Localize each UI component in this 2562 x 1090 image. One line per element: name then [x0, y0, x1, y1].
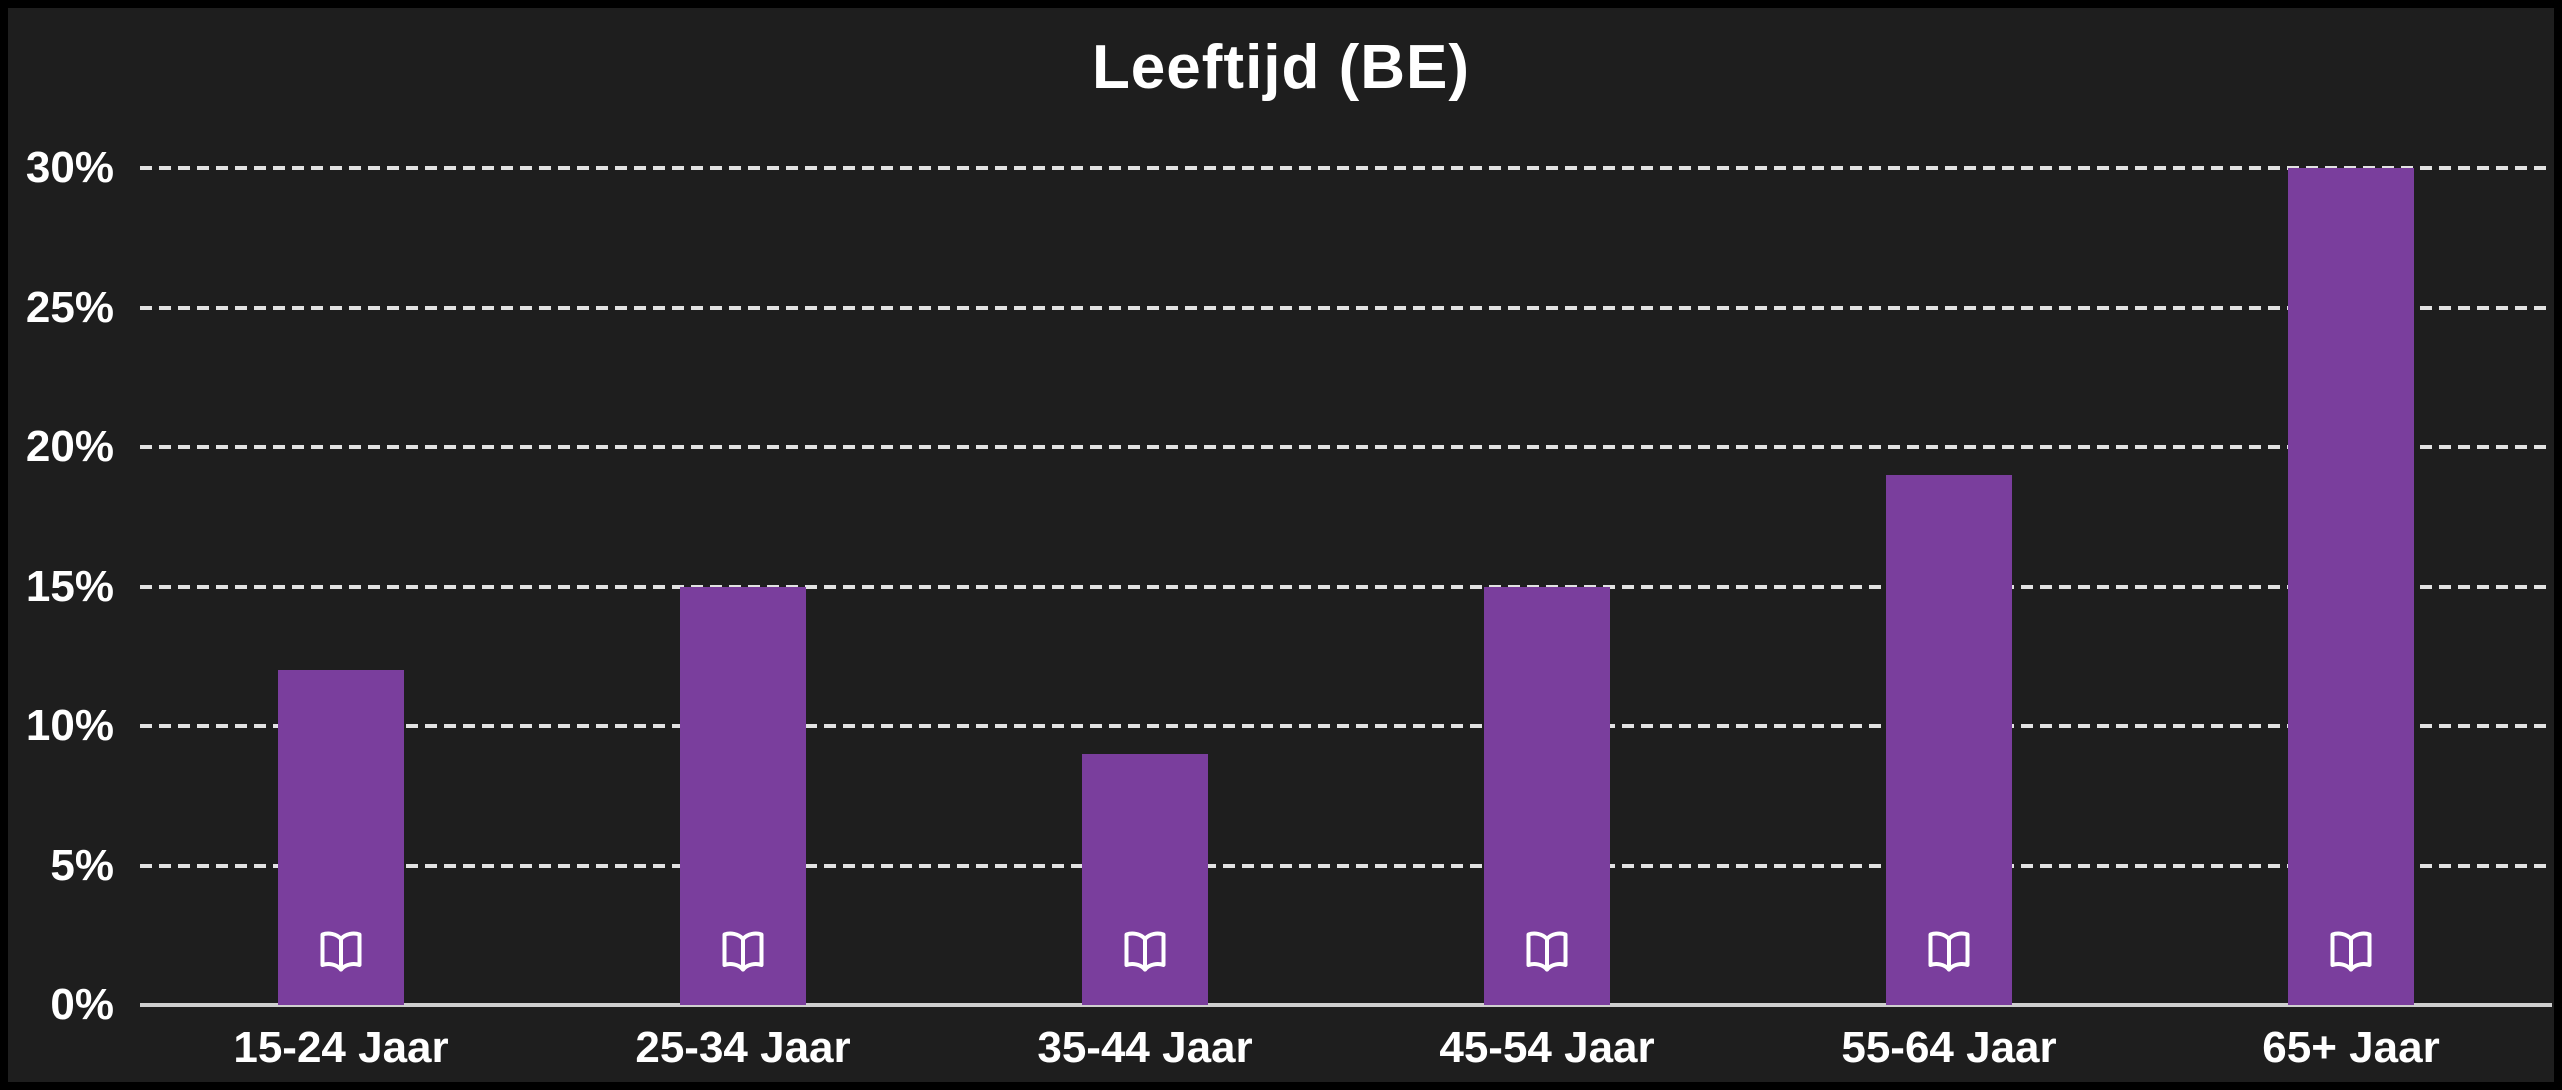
gridline-15 — [140, 584, 2552, 589]
gridline-20 — [140, 445, 2552, 449]
x-axis-label: 55-64 Jaar — [1841, 1023, 2057, 1072]
bar-55-64-jaar — [1886, 474, 2012, 1005]
y-axis-tick-label: 20% — [25, 422, 114, 471]
open-book-icon — [320, 931, 362, 972]
chart-canvas: Leeftijd (BE) 0% 5% 10% 15% 20% 25% 30% 15-24 J… — [8, 8, 2554, 1082]
y-axis-tick-label: 25% — [25, 282, 114, 332]
gridline-30 — [140, 166, 2552, 170]
bar-35-44-jaar — [1082, 753, 1208, 1005]
y-axis-tick-label: 5% — [50, 840, 114, 890]
y-axis-tick-label: 0% — [50, 980, 114, 1029]
bar-45-54-jaar — [1484, 586, 1610, 1005]
gridline-10 — [140, 724, 2552, 728]
open-book-icon — [1526, 931, 1568, 972]
plot-area: 0% 5% 10% 15% 20% 25% 30% 15-24 Jaar 25-34 Jaar 3… — [26, 143, 2552, 1072]
bar-15-24-jaar — [278, 670, 404, 1005]
x-axis-baseline — [140, 1003, 2552, 1007]
y-axis-tick-label: 15% — [25, 561, 114, 611]
x-axis-label: 45-54 Jaar — [1439, 1023, 1655, 1072]
open-book-icon — [722, 931, 764, 972]
open-book-icon — [1928, 931, 1970, 972]
open-book-icon — [1124, 931, 1166, 972]
y-axis-tick-label: 30% — [25, 143, 114, 192]
bar-25-34-jaar — [680, 586, 806, 1005]
x-axis-label: 15-24 Jaar — [233, 1023, 449, 1072]
gridline-25 — [140, 305, 2552, 310]
x-axis-label: 65+ Jaar — [2262, 1023, 2440, 1072]
bar-65-jaar — [2288, 168, 2414, 1005]
y-axis-tick-label: 10% — [25, 701, 114, 750]
gridline-5 — [140, 863, 2552, 868]
x-axis-label: 35-44 Jaar — [1037, 1023, 1253, 1072]
chart-title: Leeftijd (BE) — [1091, 33, 1471, 102]
x-axis-label: 25-34 Jaar — [635, 1023, 851, 1072]
open-book-icon — [2330, 931, 2372, 972]
